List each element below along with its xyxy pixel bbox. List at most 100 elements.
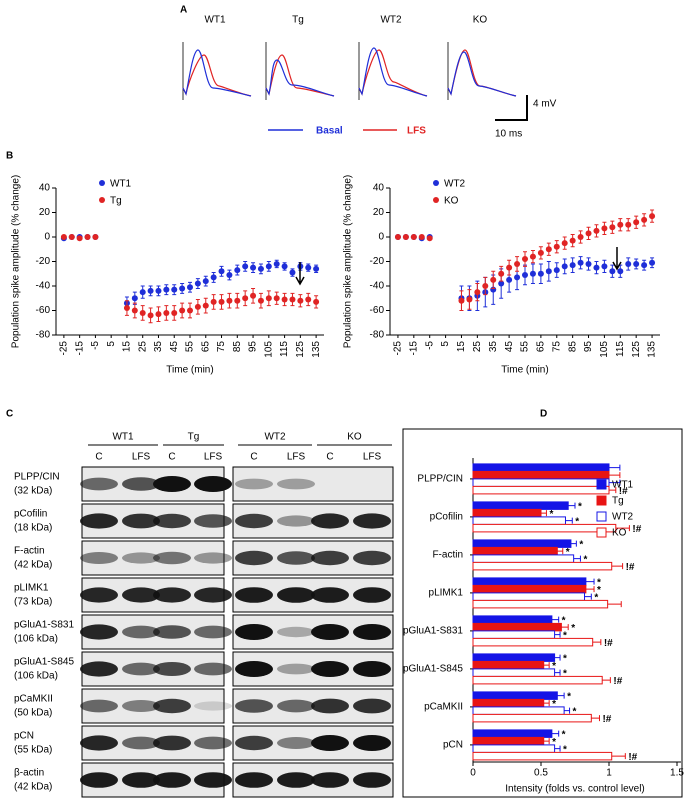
data-point — [553, 267, 560, 274]
protein-size: (50 kDa) — [14, 708, 52, 719]
significance-mark: !# — [613, 676, 622, 687]
data-point — [617, 268, 624, 275]
blot-band — [122, 700, 160, 712]
blot-band — [80, 699, 118, 713]
bar — [472, 622, 562, 632]
data-point — [147, 312, 154, 319]
data-point — [569, 237, 576, 244]
data-point — [585, 260, 592, 267]
scale-bar — [495, 95, 528, 121]
panel-frame — [402, 428, 683, 798]
blot-band — [353, 624, 391, 640]
protein-size: (42 kDa) — [14, 560, 52, 571]
x-tick-label: 115 — [615, 341, 626, 357]
protein-size: (32 kDa) — [14, 486, 52, 497]
panel-label: C — [6, 409, 13, 420]
trace — [447, 49, 517, 97]
arrow — [295, 262, 305, 286]
error-bar — [609, 487, 617, 494]
significance-mark: * — [594, 592, 598, 603]
x-tick-label: 75 — [551, 341, 562, 353]
blot-band — [122, 736, 160, 750]
x-tick-label: 135 — [311, 341, 322, 358]
blot-frame — [232, 466, 394, 502]
x-tick-label: -25 — [393, 341, 404, 356]
bar — [472, 592, 586, 601]
data-point — [84, 234, 91, 240]
data-point — [218, 268, 225, 275]
error-bar — [554, 669, 561, 676]
data-point — [466, 296, 473, 303]
data-point — [179, 307, 186, 314]
data-point — [242, 295, 249, 302]
data-point — [210, 298, 217, 305]
blot-band — [277, 626, 315, 638]
blot-band — [235, 587, 273, 603]
data-point — [569, 262, 576, 269]
data-point — [202, 278, 209, 285]
blot-band — [235, 624, 273, 640]
blot-band — [80, 735, 118, 751]
category-label: pLIMK1 — [429, 588, 464, 599]
protein-size: (106 kDa) — [14, 634, 58, 645]
bar — [472, 539, 572, 548]
category-label: F-actin — [432, 550, 463, 561]
data-point — [625, 221, 632, 228]
significance-mark: * — [563, 744, 567, 755]
legend-swatch — [596, 495, 607, 506]
blot-band — [194, 701, 232, 711]
x-tick-label: 125 — [631, 341, 642, 358]
y-tick-label: 0 — [378, 232, 384, 243]
data-point — [257, 297, 264, 304]
lane-label: C — [95, 452, 102, 463]
legend-label: KO — [612, 528, 627, 539]
data-point — [529, 270, 536, 277]
data-point — [522, 256, 528, 263]
scale-label: 4 mV — [533, 99, 557, 110]
protein-name: pGluA1-S845 — [14, 657, 74, 668]
bar — [472, 516, 566, 525]
data-point — [187, 307, 193, 314]
x-tick-label: 95 — [248, 341, 259, 353]
scale-label: 10 ms — [495, 129, 522, 140]
x-tick-label: 1 — [606, 768, 612, 779]
blot-band — [277, 737, 315, 749]
blot-band — [194, 736, 232, 750]
error-bar — [584, 593, 592, 600]
data-point — [601, 263, 608, 270]
error-bar — [543, 738, 550, 745]
x-axis-title: Time (min) — [166, 365, 213, 376]
bar — [472, 668, 556, 677]
blot-band — [311, 513, 349, 529]
category-label: pCN — [443, 740, 463, 751]
data-point — [529, 253, 536, 260]
data-point — [506, 276, 513, 283]
significance-mark: !# — [619, 486, 628, 497]
trace — [358, 47, 428, 97]
trace — [447, 51, 517, 97]
bar — [472, 653, 556, 662]
trace-label: WT2 — [380, 15, 402, 26]
data-point — [226, 271, 233, 278]
y-tick-label: -80 — [36, 330, 51, 341]
x-tick-label: 45 — [169, 341, 180, 353]
protein-size: (55 kDa) — [14, 745, 52, 756]
data-point — [593, 264, 600, 271]
x-tick-label: 95 — [583, 341, 594, 353]
trace-label: Tg — [292, 15, 304, 26]
legend-marker — [99, 197, 105, 203]
y-tick-label: -40 — [36, 281, 51, 292]
legend-label: WT2 — [612, 512, 634, 523]
data-point — [577, 234, 584, 240]
data-point — [649, 259, 656, 266]
error-bar — [592, 639, 602, 646]
protein-size: (18 kDa) — [14, 523, 52, 534]
data-point — [194, 303, 201, 310]
data-point — [561, 240, 568, 247]
error-bar — [585, 586, 595, 593]
error-bar — [554, 631, 561, 638]
blot-band — [194, 552, 232, 564]
data-point — [265, 295, 272, 302]
data-point — [163, 286, 170, 293]
blot-band — [153, 735, 191, 751]
